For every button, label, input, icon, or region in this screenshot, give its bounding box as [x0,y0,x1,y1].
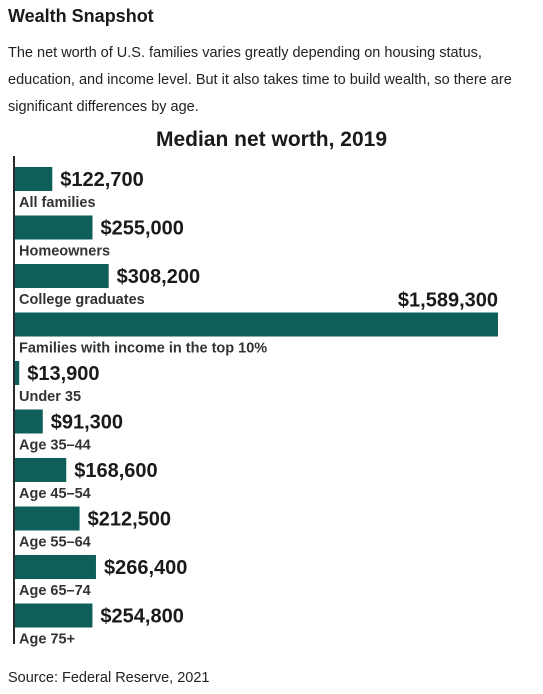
bar [15,215,93,240]
bar [15,167,53,191]
source-note: Source: Federal Reserve, 2021 [8,670,210,686]
intro-text: The net worth of U.S. families varies gr… [8,45,512,115]
value-label: $91,300 [51,412,123,434]
category-label: College graduates [19,292,145,308]
header-title: Wealth Snapshot [8,6,154,26]
value-label: $122,700 [60,169,143,191]
category-label: Families with income in the top 10% [19,341,267,357]
category-label: Under 35 [19,389,81,405]
value-label: $212,500 [88,509,171,531]
value-label: $1,589,300 [398,290,498,312]
value-label: $168,600 [74,460,157,482]
bar [15,409,43,434]
value-label: $13,900 [27,363,99,385]
bar [15,603,93,628]
category-label: Homeowners [19,244,110,260]
bar [15,506,80,531]
bar [15,312,498,337]
value-label: $266,400 [104,557,187,579]
bar [15,264,109,288]
chart-title: Median net worth, 2019 [155,128,388,151]
category-label: Age 75+ [19,632,75,648]
bar [15,555,96,579]
value-label: $308,200 [117,266,200,288]
category-label: Age 35–44 [19,438,91,454]
bar [15,458,67,482]
category-label: Age 45–54 [19,486,91,502]
category-label: All families [19,195,96,211]
value-label: $254,800 [100,606,183,628]
bar-chart: $122,700 All families$255,000 Homeowners $3… [13,156,498,648]
value-label: $255,000 [100,218,183,240]
category-label: Age 65–74 [19,583,91,599]
category-label: Age 55–64 [19,535,91,551]
bar [15,361,20,385]
